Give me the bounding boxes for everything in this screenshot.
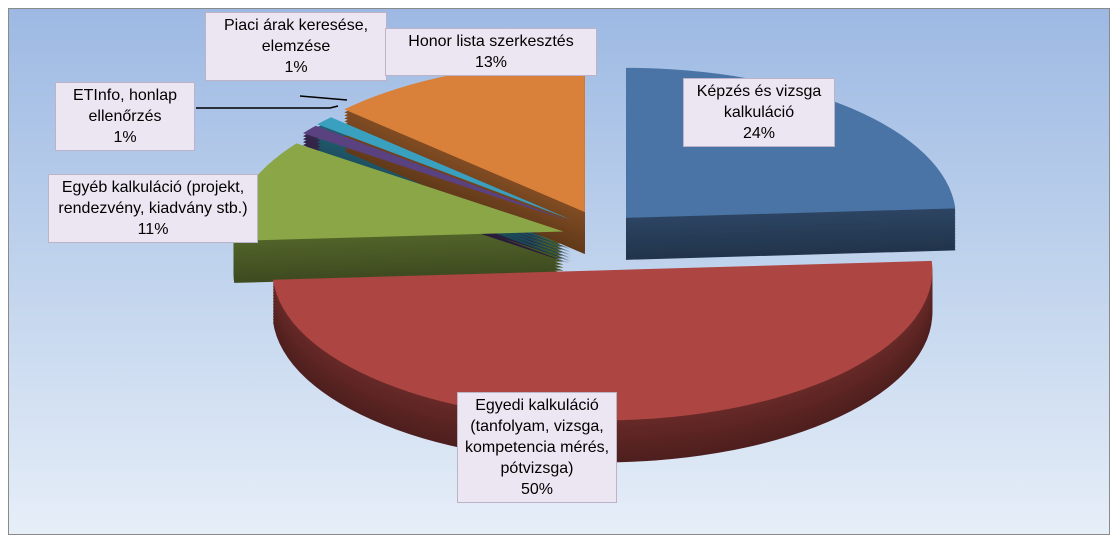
data-label: Piaci árak keresése, elemzése 1% bbox=[205, 12, 387, 81]
value-label: 1% bbox=[284, 59, 308, 76]
slice bbox=[233, 143, 564, 241]
category-label: ETInfo, honlap ellenőrzés bbox=[72, 87, 178, 125]
data-label: Képzés és vizsga kalkuláció 24% bbox=[683, 78, 835, 147]
value-label: 24% bbox=[742, 125, 776, 142]
slice bbox=[344, 62, 585, 213]
data-label: ETInfo, honlap ellenőrzés 1% bbox=[55, 82, 195, 151]
value-label: 11% bbox=[137, 221, 169, 238]
data-label: Honor lista szerkesztés 13% bbox=[385, 28, 597, 76]
value-label: 13% bbox=[474, 54, 508, 71]
leader-line bbox=[196, 105, 339, 109]
slice bbox=[302, 125, 570, 222]
data-label: Egyéb kalkuláció (projekt, rendezvény, k… bbox=[48, 174, 258, 243]
data-label: Egyedi kalkuláció (tanfolyam, vizsga, ko… bbox=[457, 392, 617, 503]
value-label: 50% bbox=[520, 481, 554, 498]
slice bbox=[317, 117, 572, 220]
slice bbox=[273, 260, 933, 421]
value-label: 1% bbox=[113, 129, 137, 146]
category-label: Piaci árak keresése, elemzése bbox=[223, 17, 369, 55]
category-label: Képzés és vizsga kalkuláció bbox=[696, 83, 822, 121]
leader-line bbox=[299, 95, 348, 101]
category-label: Egyéb kalkuláció (projekt, rendezvény, k… bbox=[58, 179, 248, 217]
category-label: Honor lista szerkesztés bbox=[408, 33, 574, 50]
category-label: Egyedi kalkuláció (tanfolyam, vizsga, ko… bbox=[464, 397, 610, 477]
